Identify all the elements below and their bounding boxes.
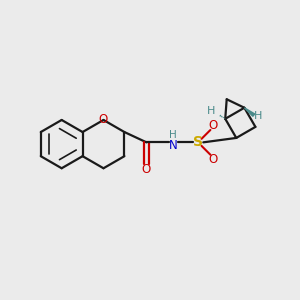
Text: H: H: [169, 130, 177, 140]
Text: O: O: [209, 119, 218, 132]
Text: O: O: [209, 153, 218, 166]
Text: O: O: [98, 113, 107, 126]
Text: H: H: [254, 111, 262, 121]
Text: O: O: [142, 163, 151, 176]
Polygon shape: [244, 108, 255, 116]
Text: H: H: [207, 106, 216, 116]
Text: S: S: [193, 135, 203, 149]
Text: N: N: [169, 139, 177, 152]
